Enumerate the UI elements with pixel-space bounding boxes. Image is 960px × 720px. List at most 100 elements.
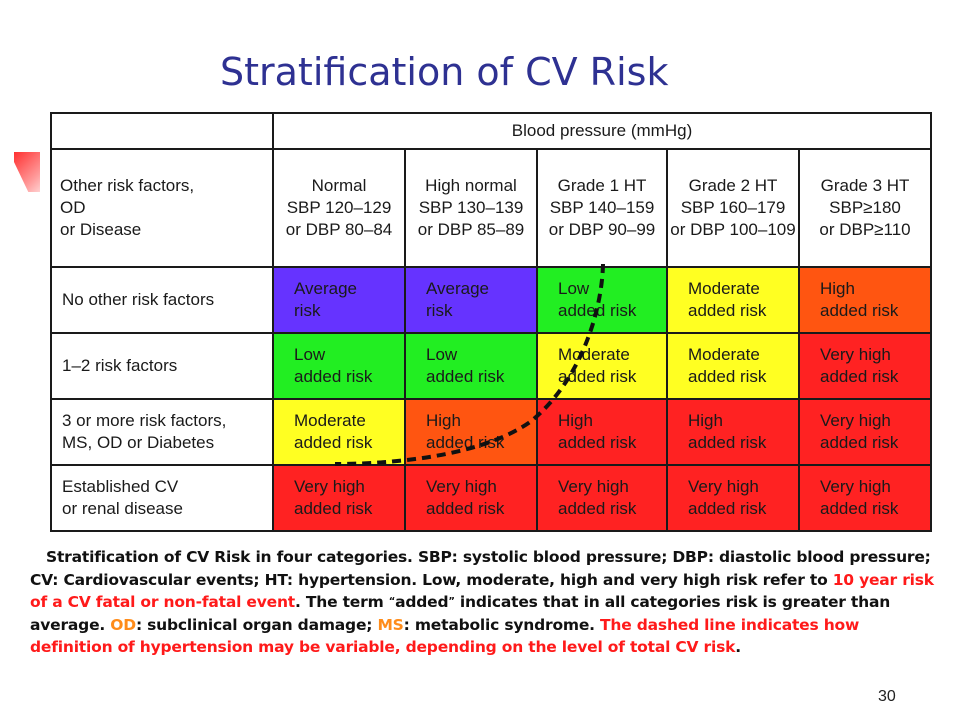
risk-cell: Average risk xyxy=(272,266,406,334)
risk-cell: Low added risk xyxy=(536,266,668,334)
row-header: 1–2 risk factors xyxy=(50,332,274,400)
risk-cell: Low added risk xyxy=(404,332,538,400)
risk-cell: Very high added risk xyxy=(666,464,800,532)
column-sbp: SBP 130–139 xyxy=(418,198,524,217)
risk-level: High xyxy=(688,411,723,430)
column-sbp: SBP 160–179 xyxy=(680,198,786,217)
risk-cell: Moderate added risk xyxy=(536,332,668,400)
row-header: No other risk factors xyxy=(50,266,274,334)
risk-level: Low xyxy=(294,345,326,364)
risk-level: Very high xyxy=(820,411,891,430)
risk-level: Very high xyxy=(558,477,629,496)
risk-suffix: added risk xyxy=(688,301,767,320)
risk-suffix: added risk xyxy=(820,367,899,386)
column-header-grade1: Grade 1 HT SBP 140–159 or DBP 90–99 xyxy=(536,148,668,268)
caption-text: : metabolic syndrome. xyxy=(403,615,601,634)
row-label: Established CV xyxy=(62,477,179,496)
risk-level: High xyxy=(820,279,855,298)
risk-level: High xyxy=(558,411,593,430)
caption: Stratification of CV Risk in four catego… xyxy=(30,546,945,659)
column-dbp: or DBP 80–84 xyxy=(285,220,393,239)
column-name: Grade 2 HT xyxy=(688,176,778,195)
column-name: Grade 3 HT xyxy=(820,176,910,195)
risk-suffix: added risk xyxy=(820,301,899,320)
risk-suffix: added risk xyxy=(688,499,767,518)
caption-text: added xyxy=(395,593,449,611)
risk-suffix: added risk xyxy=(820,499,899,518)
risk-suffix: added risk xyxy=(558,433,637,452)
row-label: 3 or more risk factors, xyxy=(62,411,227,430)
corner-line: or Disease xyxy=(60,220,142,239)
risk-cell: Very high added risk xyxy=(797,332,933,400)
risk-suffix: added risk xyxy=(688,433,767,452)
corner-line: Other risk factors, xyxy=(60,176,195,195)
caption-highlight-red: The dashed line indicates how definition… xyxy=(30,615,860,657)
risk-level: Low xyxy=(426,345,458,364)
risk-suffix: added risk xyxy=(426,367,505,386)
risk-cell: High added risk xyxy=(404,398,538,466)
risk-level: Very high xyxy=(820,345,891,364)
risk-level: Very high xyxy=(820,477,891,496)
column-sbp: SBP 120–129 xyxy=(286,198,392,217)
risk-level: Moderate xyxy=(294,411,366,430)
row-header: 3 or more risk factors, MS, OD or Diabete… xyxy=(50,398,274,466)
column-dbp: or DBP 85–89 xyxy=(417,220,525,239)
caption-text: Stratification of CV Risk in four catego… xyxy=(30,548,931,589)
risk-level: Very high xyxy=(294,477,365,496)
risk-cell: Average risk xyxy=(404,266,538,334)
risk-suffix: added risk xyxy=(294,367,373,386)
table-row: No other risk factors Average risk Averag… xyxy=(50,266,933,334)
risk-cell: Very high added risk xyxy=(272,464,406,532)
risk-cell: High added risk xyxy=(536,398,668,466)
risk-suffix: added risk xyxy=(688,367,767,386)
risk-level: Moderate xyxy=(558,345,630,364)
caption-highlight-orange: MS xyxy=(377,615,404,634)
column-name: Normal xyxy=(311,176,367,195)
bp-header: Blood pressure (mmHg) xyxy=(271,112,933,150)
risk-suffix: added risk xyxy=(294,499,373,518)
risk-suffix: added risk xyxy=(558,301,637,320)
risk-cell: High added risk xyxy=(666,398,800,466)
risk-stratification-table: Blood pressure (mmHg) Other risk factors… xyxy=(50,112,933,532)
corner-line: OD xyxy=(60,198,86,217)
table-row: 1–2 risk factors Low added risk Low added … xyxy=(50,332,933,400)
risk-level: Moderate xyxy=(688,279,760,298)
risk-level: Average xyxy=(426,279,490,298)
row-label: MS, OD or Diabetes xyxy=(62,433,215,452)
risk-level: Very high xyxy=(688,477,759,496)
risk-suffix: added risk xyxy=(558,367,637,386)
table-row: 3 or more risk factors, MS, OD or Diabete… xyxy=(50,398,933,466)
risk-cell: Very high added risk xyxy=(404,464,538,532)
risk-cell: Moderate added risk xyxy=(666,266,800,334)
risk-table-container: Blood pressure (mmHg) Other risk factors… xyxy=(50,112,933,532)
column-name: High normal xyxy=(425,176,517,195)
risk-cell: High added risk xyxy=(797,266,933,334)
risk-level: Low xyxy=(558,279,590,298)
risk-cell: Very high added risk xyxy=(797,398,933,466)
risk-cell: Very high added risk xyxy=(797,464,933,532)
caption-highlight-orange: OD xyxy=(110,615,136,634)
risk-level: Moderate xyxy=(688,345,760,364)
caption-text: . xyxy=(735,638,741,656)
slide-title: Stratification of CV Risk xyxy=(220,50,669,94)
column-header-grade2: Grade 2 HT SBP 160–179 or DBP 100–109 xyxy=(666,148,800,268)
blank-header-cell xyxy=(50,112,274,150)
row-label: No other risk factors xyxy=(62,290,215,309)
caption-text: : subclinical organ damage; xyxy=(135,615,378,634)
row-header: Established CV or renal disease xyxy=(50,464,274,532)
risk-suffix: risk xyxy=(426,301,453,320)
risk-suffix: added risk xyxy=(558,499,637,518)
close-quote: ” xyxy=(448,596,455,607)
caption-highlight-red: 10 year risk of a CV fatal or non-fatal … xyxy=(30,570,934,612)
caption-text: . The term xyxy=(295,593,389,611)
column-header-high-normal: High normal SBP 130–139 or DBP 85–89 xyxy=(404,148,538,268)
open-quote: “ xyxy=(388,596,396,607)
risk-cell: Low added risk xyxy=(272,332,406,400)
row-label: or renal disease xyxy=(62,499,183,518)
risk-level: High xyxy=(426,411,461,430)
decorative-bullet xyxy=(14,152,40,192)
column-sbp: SBP≥180 xyxy=(829,198,901,217)
risk-suffix: added risk xyxy=(820,433,899,452)
corner-header: Other risk factors, OD or Disease xyxy=(50,148,274,268)
risk-suffix: added risk xyxy=(426,499,505,518)
